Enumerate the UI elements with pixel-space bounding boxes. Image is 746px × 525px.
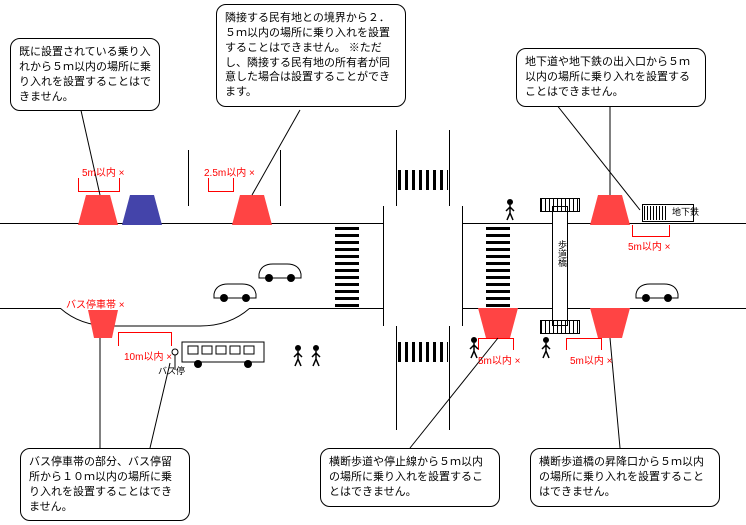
bus	[180, 338, 270, 368]
person-1	[504, 198, 516, 222]
label-buslane: バス停車帯 ×	[66, 296, 125, 311]
crosswalk-east	[486, 225, 510, 307]
crosswalk-south	[398, 342, 448, 362]
dim-5m-1	[78, 178, 120, 192]
dim-cw	[478, 338, 514, 350]
callout-bus: バス停車帯の部分、バス停留所から１０ｍ以内の場所に乗り入れを設置することはできま…	[20, 448, 190, 521]
intersection-mask	[384, 205, 462, 327]
curb-s-r	[449, 326, 463, 430]
label-5m-1: 5m以内 ×	[82, 164, 125, 179]
zone-crosswalk	[478, 308, 518, 338]
dim-br	[566, 338, 602, 350]
label-busstop: バス停	[158, 364, 185, 377]
zone-private	[232, 195, 272, 225]
dim-25m	[208, 178, 234, 192]
prop-line-1	[188, 150, 189, 206]
label-subway-5m: 5m以内 ×	[628, 238, 671, 253]
callout-private: 隣接する民有地との境界から２．５ｍ以内の場所に乗り入れを設置することはできません…	[216, 4, 406, 107]
callout-subway: 地下道や地下鉄の出入口から５ｍ以内の場所に乗り入れを設置することはできません。	[516, 48, 706, 107]
curb-n-l	[383, 130, 397, 206]
car-1	[255, 258, 305, 282]
car-2	[210, 278, 260, 302]
subway-stairs	[644, 206, 666, 220]
label-cw-5m: 5m以内 ×	[478, 352, 521, 367]
label-25m: 2.5m以内 ×	[204, 164, 255, 179]
curb-nw	[0, 206, 383, 224]
dim-10m	[118, 332, 172, 346]
person-4	[292, 344, 304, 368]
zone-bridge	[590, 308, 630, 338]
bridge-stairs-n	[540, 198, 580, 212]
prop-line-2	[280, 150, 281, 206]
curb-n-r	[449, 130, 463, 206]
person-5	[540, 336, 552, 360]
callout-bridge: 横断歩道橋の昇降口から５ｍ以内の場所に乗り入れを設置することはできません。	[530, 448, 720, 507]
zone-existing-blue	[122, 195, 162, 225]
crosswalk-north	[398, 170, 448, 190]
zone-subway	[590, 195, 630, 225]
zone-bus	[88, 310, 118, 338]
label-subway-txt: 地下鉄	[672, 205, 699, 218]
car-3	[632, 278, 682, 302]
label-10m: 10m以内 ×	[124, 348, 172, 363]
callout-existing: 既に設置されている乗り入れから５ｍ以内の場所に乗り入れを設置することはできません…	[10, 38, 160, 111]
dim-subway	[632, 225, 670, 237]
bridge-stairs-s	[540, 320, 580, 334]
label-bridge-txt: 歩道橋	[556, 240, 569, 267]
callout-crosswalk: 横断歩道や停止線から５ｍ以内の場所に乗り入れを設置することはできません。	[320, 448, 500, 507]
person-3	[310, 344, 322, 368]
label-br-5m: 5m以内 ×	[570, 352, 613, 367]
crosswalk-west	[335, 225, 359, 307]
zone-existing-left	[78, 195, 118, 225]
curb-s-l	[383, 326, 397, 430]
